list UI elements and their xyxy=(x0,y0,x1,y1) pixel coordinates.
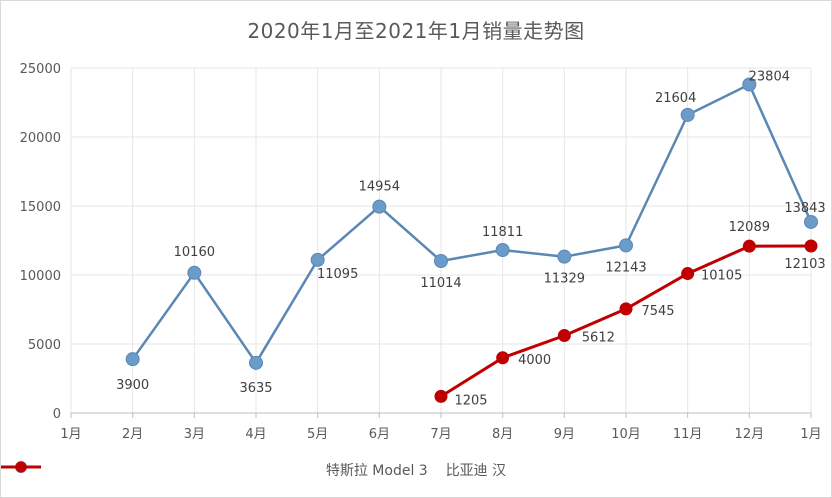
data-point-0 xyxy=(557,249,572,264)
data-point-1 xyxy=(742,239,756,253)
data-label-0: 11095 xyxy=(317,267,358,282)
legend: 特斯拉 Model 3 比亚迪 汉 xyxy=(1,460,831,480)
data-point-0 xyxy=(495,243,510,258)
data-label-1: 7545 xyxy=(641,304,674,319)
data-label-0: 23804 xyxy=(749,70,790,85)
data-point-0 xyxy=(125,352,140,367)
data-label-1: 10105 xyxy=(701,269,742,284)
data-point-1 xyxy=(434,389,448,403)
y-tick-label: 0 xyxy=(53,407,61,422)
legend-entry-byd[interactable]: 比亚迪 汉 xyxy=(1,460,507,480)
data-point-0 xyxy=(742,77,757,92)
data-point-0 xyxy=(434,254,448,269)
chart-title: 2020年1月至2021年1月销量走势图 xyxy=(247,19,585,43)
x-tick-label: 1月 xyxy=(60,427,81,442)
data-label-0: 11014 xyxy=(420,276,461,291)
data-label-0: 14954 xyxy=(359,180,400,195)
data-label-0: 3900 xyxy=(116,378,149,393)
x-tick-label: 2月 xyxy=(122,427,143,442)
data-point-0 xyxy=(187,265,202,280)
data-label-0: 10160 xyxy=(174,245,215,260)
x-tick-label: 8月 xyxy=(492,427,513,442)
series-line-0 xyxy=(131,83,813,365)
x-tick-label: 9月 xyxy=(554,427,575,442)
data-label-1: 12089 xyxy=(729,220,770,235)
data-point-1 xyxy=(804,239,818,253)
x-tick-label: 11月 xyxy=(673,427,703,442)
data-label-0: 13843 xyxy=(784,201,825,216)
data-label-1: 4000 xyxy=(518,353,551,368)
y-tick-label: 25000 xyxy=(20,62,61,77)
data-point-1 xyxy=(496,351,510,365)
data-label-1: 5612 xyxy=(582,331,615,346)
data-label-0: 21604 xyxy=(655,91,696,106)
data-point-0 xyxy=(310,252,325,267)
x-tick-label: 4月 xyxy=(245,427,266,442)
x-tick-label: 5月 xyxy=(307,427,328,442)
data-point-0 xyxy=(804,214,818,229)
x-tick-label: 10月 xyxy=(611,427,641,442)
data-point-0 xyxy=(619,238,633,253)
legend-label-byd: 比亚迪 汉 xyxy=(445,463,507,479)
data-point-0 xyxy=(680,107,695,122)
legend-marker-byd xyxy=(1,461,41,473)
y-tick-label: 15000 xyxy=(20,200,61,215)
legend-entry-tesla[interactable]: 特斯拉 Model 3 xyxy=(1,460,428,480)
x-tick-label: 3月 xyxy=(184,427,205,442)
x-tick-label: 1月 xyxy=(800,427,821,442)
legend-label-tesla: 特斯拉 Model 3 xyxy=(325,463,428,479)
x-tick-label: 7月 xyxy=(430,427,451,442)
data-point-0 xyxy=(372,199,387,214)
data-point-0 xyxy=(249,355,263,370)
data-label-1: 1205 xyxy=(454,393,487,408)
data-label-0: 12143 xyxy=(605,260,646,275)
x-tick-label: 12月 xyxy=(735,427,765,442)
x-tick-label: 6月 xyxy=(369,427,390,442)
data-point-1 xyxy=(619,302,633,316)
data-label-1: 12103 xyxy=(784,257,825,272)
y-tick-label: 5000 xyxy=(28,338,61,353)
data-label-0: 3635 xyxy=(239,381,272,396)
data-label-0: 11329 xyxy=(544,272,585,287)
data-point-1 xyxy=(681,267,695,281)
data-point-1 xyxy=(557,329,571,343)
data-label-0: 11811 xyxy=(482,225,523,240)
y-tick-label: 10000 xyxy=(20,269,61,284)
y-tick-label: 20000 xyxy=(20,131,61,146)
